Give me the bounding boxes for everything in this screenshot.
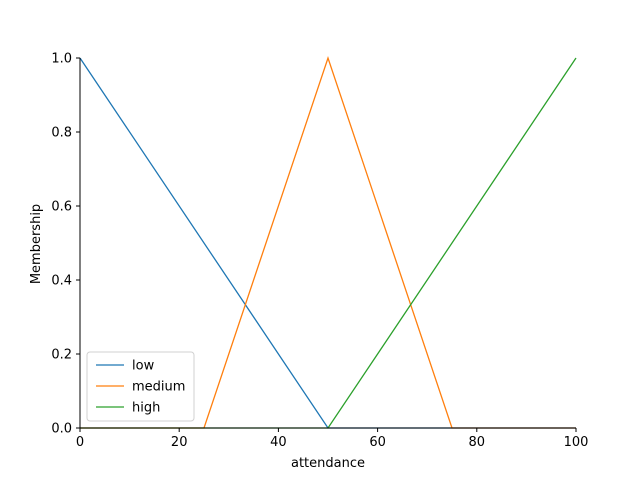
y-tick-label: 0.2 <box>51 348 72 363</box>
y-tick-label: 1.0 <box>51 52 72 67</box>
x-axis-label: attendance <box>291 456 365 471</box>
y-tick-label: 0.8 <box>51 126 72 141</box>
legend-label-medium: medium <box>132 380 185 395</box>
x-tick-label: 0 <box>76 435 84 450</box>
x-tick-label: 20 <box>171 435 188 450</box>
legend-box <box>86 351 195 422</box>
x-tick-label: 100 <box>564 435 589 450</box>
y-tick-label: 0.6 <box>51 200 72 215</box>
x-tick-label: 40 <box>270 435 287 450</box>
legend-label-high: high <box>132 401 160 416</box>
x-tick-label: 60 <box>369 435 386 450</box>
ticks-layer: 0 20 40 60 80 100 0.0 0.2 0.4 0.6 0.8 1.0 <box>51 52 588 451</box>
axes-layer <box>79 58 576 429</box>
x-tick-label: 80 <box>469 435 486 450</box>
legend: low medium high <box>86 351 195 422</box>
legend-label-low: low <box>132 359 155 374</box>
y-tick-label: 0.0 <box>51 422 72 437</box>
y-tick-label: 0.4 <box>51 274 72 289</box>
y-axis-label: Membership <box>29 204 44 284</box>
